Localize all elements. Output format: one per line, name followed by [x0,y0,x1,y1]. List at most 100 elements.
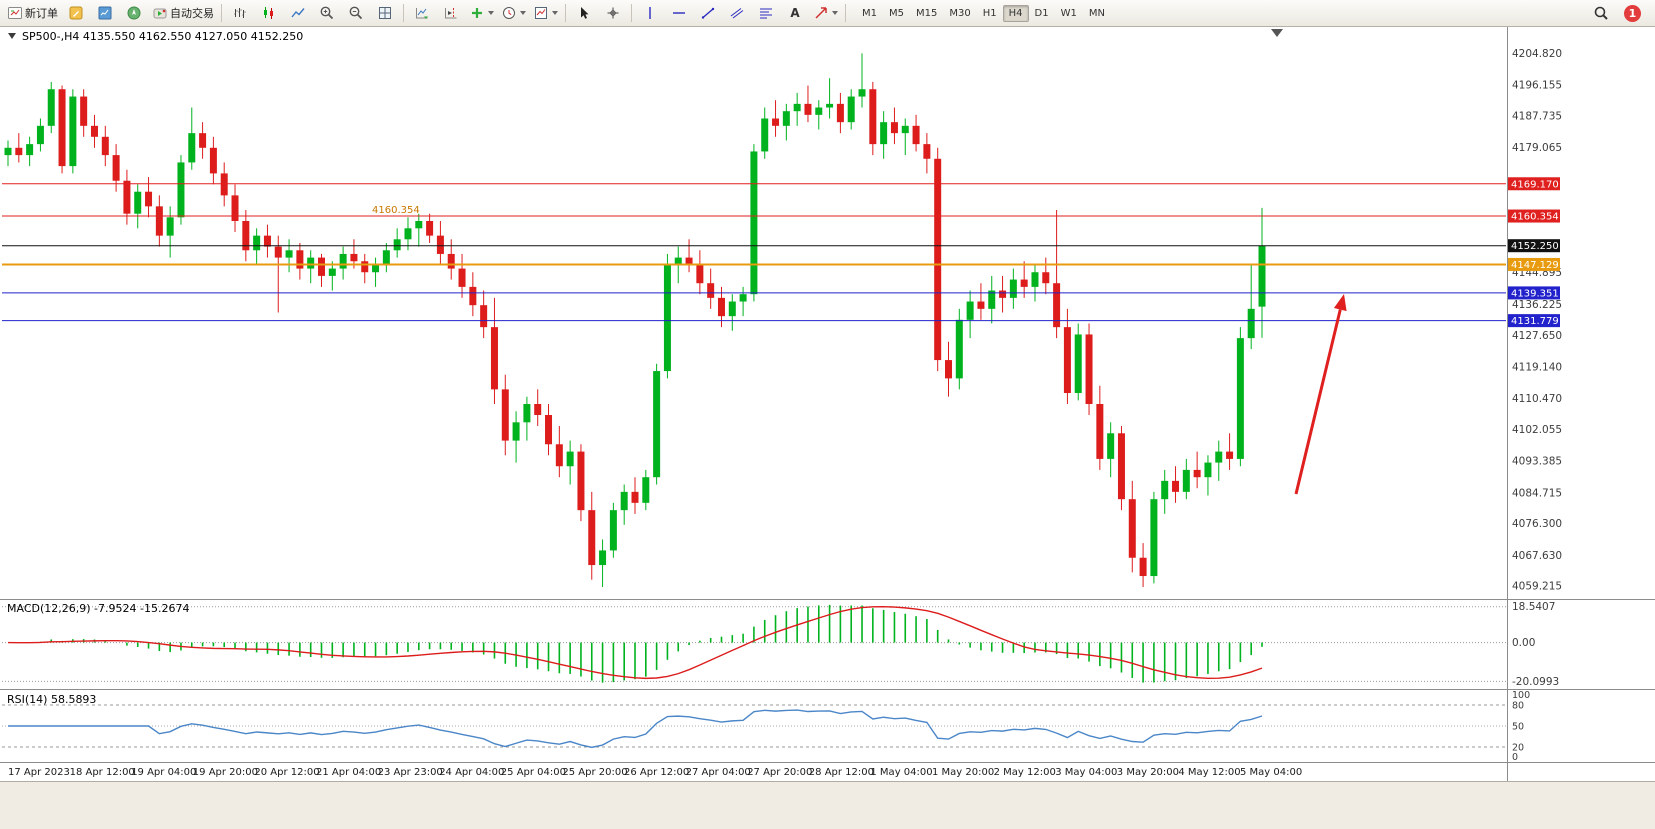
autotrading-icon [153,8,167,19]
timeframe-button-m30[interactable]: M30 [949,7,971,19]
svg-text:1 May 20:00: 1 May 20:00 [932,767,994,778]
svg-text:4067.630: 4067.630 [1512,550,1562,562]
tile-windows-button[interactable] [371,2,399,24]
macd-indicator-label: MACD(12,26,9) -7.9524 -15.2674 [7,602,190,615]
svg-text:18.5407: 18.5407 [1512,601,1555,613]
svg-text:4196.155: 4196.155 [1512,79,1562,91]
zoom-out-button[interactable] [342,2,370,24]
timeframe-button-m1[interactable]: M1 [862,7,877,19]
timeframe-button-w1[interactable]: W1 [1060,7,1077,19]
svg-text:19 Apr 04:00: 19 Apr 04:00 [131,767,196,778]
notification-badge[interactable]: 1 [1624,4,1641,22]
svg-text:4119.140: 4119.140 [1512,361,1562,373]
horizontal-line-button[interactable] [665,2,693,24]
toolbar: 新订单 自动交易 [0,0,1655,27]
svg-text:3 May 20:00: 3 May 20:00 [1117,767,1179,778]
svg-text:4152.250: 4152.250 [1511,241,1559,252]
candlestick-chart-button[interactable] [255,2,283,24]
periods-button[interactable] [498,2,529,24]
svg-text:4076.300: 4076.300 [1512,518,1562,530]
trendline-icon [701,7,715,19]
svg-text:4136.225: 4136.225 [1512,299,1562,311]
template-icon [535,7,547,19]
timeframe-button-h4[interactable]: H4 [1002,4,1029,22]
channel-button[interactable] [723,2,751,24]
market-watch-button[interactable] [91,2,119,24]
navigator-button[interactable] [120,2,148,24]
crosshair-button[interactable] [599,2,627,24]
svg-text:-20.0993: -20.0993 [1512,676,1559,688]
svg-text:17 Apr 2023: 17 Apr 2023 [8,767,70,778]
svg-text:4093.385: 4093.385 [1512,456,1562,468]
zoom-in-icon [320,6,334,20]
timeframe-button-mn[interactable]: MN [1088,7,1105,19]
templates-button[interactable] [530,2,561,24]
timeframe-group: M1 M5 M15 M30 H1 H4 D1 W1 MN [856,4,1111,22]
trendline-button[interactable] [694,2,722,24]
svg-text:0.00: 0.00 [1512,637,1535,649]
toolbar-separator [845,4,846,22]
fibonacci-button[interactable] [752,2,780,24]
zoom-out-icon [349,6,363,20]
search-button[interactable] [1587,2,1615,24]
text-button[interactable]: A [781,2,809,24]
horizontal-line-icon [673,12,685,14]
rsi-indicator-label: RSI(14) 58.5893 [7,693,97,706]
crosshair-icon [607,7,619,19]
vertical-line-icon [649,7,651,19]
svg-text:50: 50 [1512,722,1524,733]
autotrading-button[interactable]: 自动交易 [149,2,217,24]
svg-text:4102.055: 4102.055 [1512,424,1562,436]
new-order-icon [8,7,22,19]
svg-text:28 Apr 12:00: 28 Apr 12:00 [809,767,874,778]
navigator-icon [127,6,141,20]
toolbar-separator [403,4,404,22]
one-click-trading-toggle[interactable] [8,33,16,39]
svg-text:4127.650: 4127.650 [1512,330,1562,342]
svg-text:4179.065: 4179.065 [1512,142,1562,154]
chart-shift-button[interactable] [437,2,465,24]
svg-text:4204.820: 4204.820 [1512,48,1562,60]
metaeditor-button[interactable] [62,2,90,24]
cursor-button[interactable] [570,2,598,24]
chevron-down-icon [520,11,526,15]
toolbar-separator [631,4,632,22]
toolbar-separator [221,4,222,22]
chart-shift-icon [445,8,457,19]
timeframe-button-h1[interactable]: H1 [982,7,997,19]
bars-chart-icon [234,8,246,18]
indicators-icon [472,8,482,18]
svg-text:80: 80 [1512,701,1524,712]
cursor-icon [581,7,589,19]
svg-text:4187.735: 4187.735 [1512,110,1562,122]
bars-chart-button[interactable] [226,2,254,24]
chevron-down-icon [488,11,494,15]
auto-scroll-button[interactable] [408,2,436,24]
zoom-in-button[interactable] [313,2,341,24]
new-order-button[interactable]: 新订单 [4,2,61,24]
toolbar-right-cluster: 1 [1587,2,1641,24]
svg-text:25 Apr 04:00: 25 Apr 04:00 [501,767,566,778]
vertical-line-button[interactable] [636,2,664,24]
tile-windows-icon [379,7,391,19]
svg-text:24 Apr 04:00: 24 Apr 04:00 [439,767,504,778]
svg-text:27 Apr 20:00: 27 Apr 20:00 [747,767,812,778]
svg-text:2 May 12:00: 2 May 12:00 [994,767,1056,778]
toolbar-separator [565,4,566,22]
svg-text:4110.470: 4110.470 [1512,393,1562,405]
timeframe-button-d1[interactable]: D1 [1034,7,1049,19]
arrows-button[interactable] [810,2,841,24]
svg-text:20: 20 [1512,743,1524,754]
svg-text:0: 0 [1512,752,1518,763]
timeframe-button-m5[interactable]: M5 [889,7,904,19]
indicators-button[interactable] [466,2,497,24]
svg-text:26 Apr 12:00: 26 Apr 12:00 [624,767,689,778]
svg-text:4139.351: 4139.351 [1511,288,1559,299]
new-order-label: 新订单 [25,7,58,20]
line-chart-icon [291,8,305,18]
svg-text:4147.129: 4147.129 [1511,260,1559,271]
line-chart-button[interactable] [284,2,312,24]
timeframe-button-m15[interactable]: M15 [916,7,938,19]
svg-text:4131.779: 4131.779 [1511,316,1559,327]
